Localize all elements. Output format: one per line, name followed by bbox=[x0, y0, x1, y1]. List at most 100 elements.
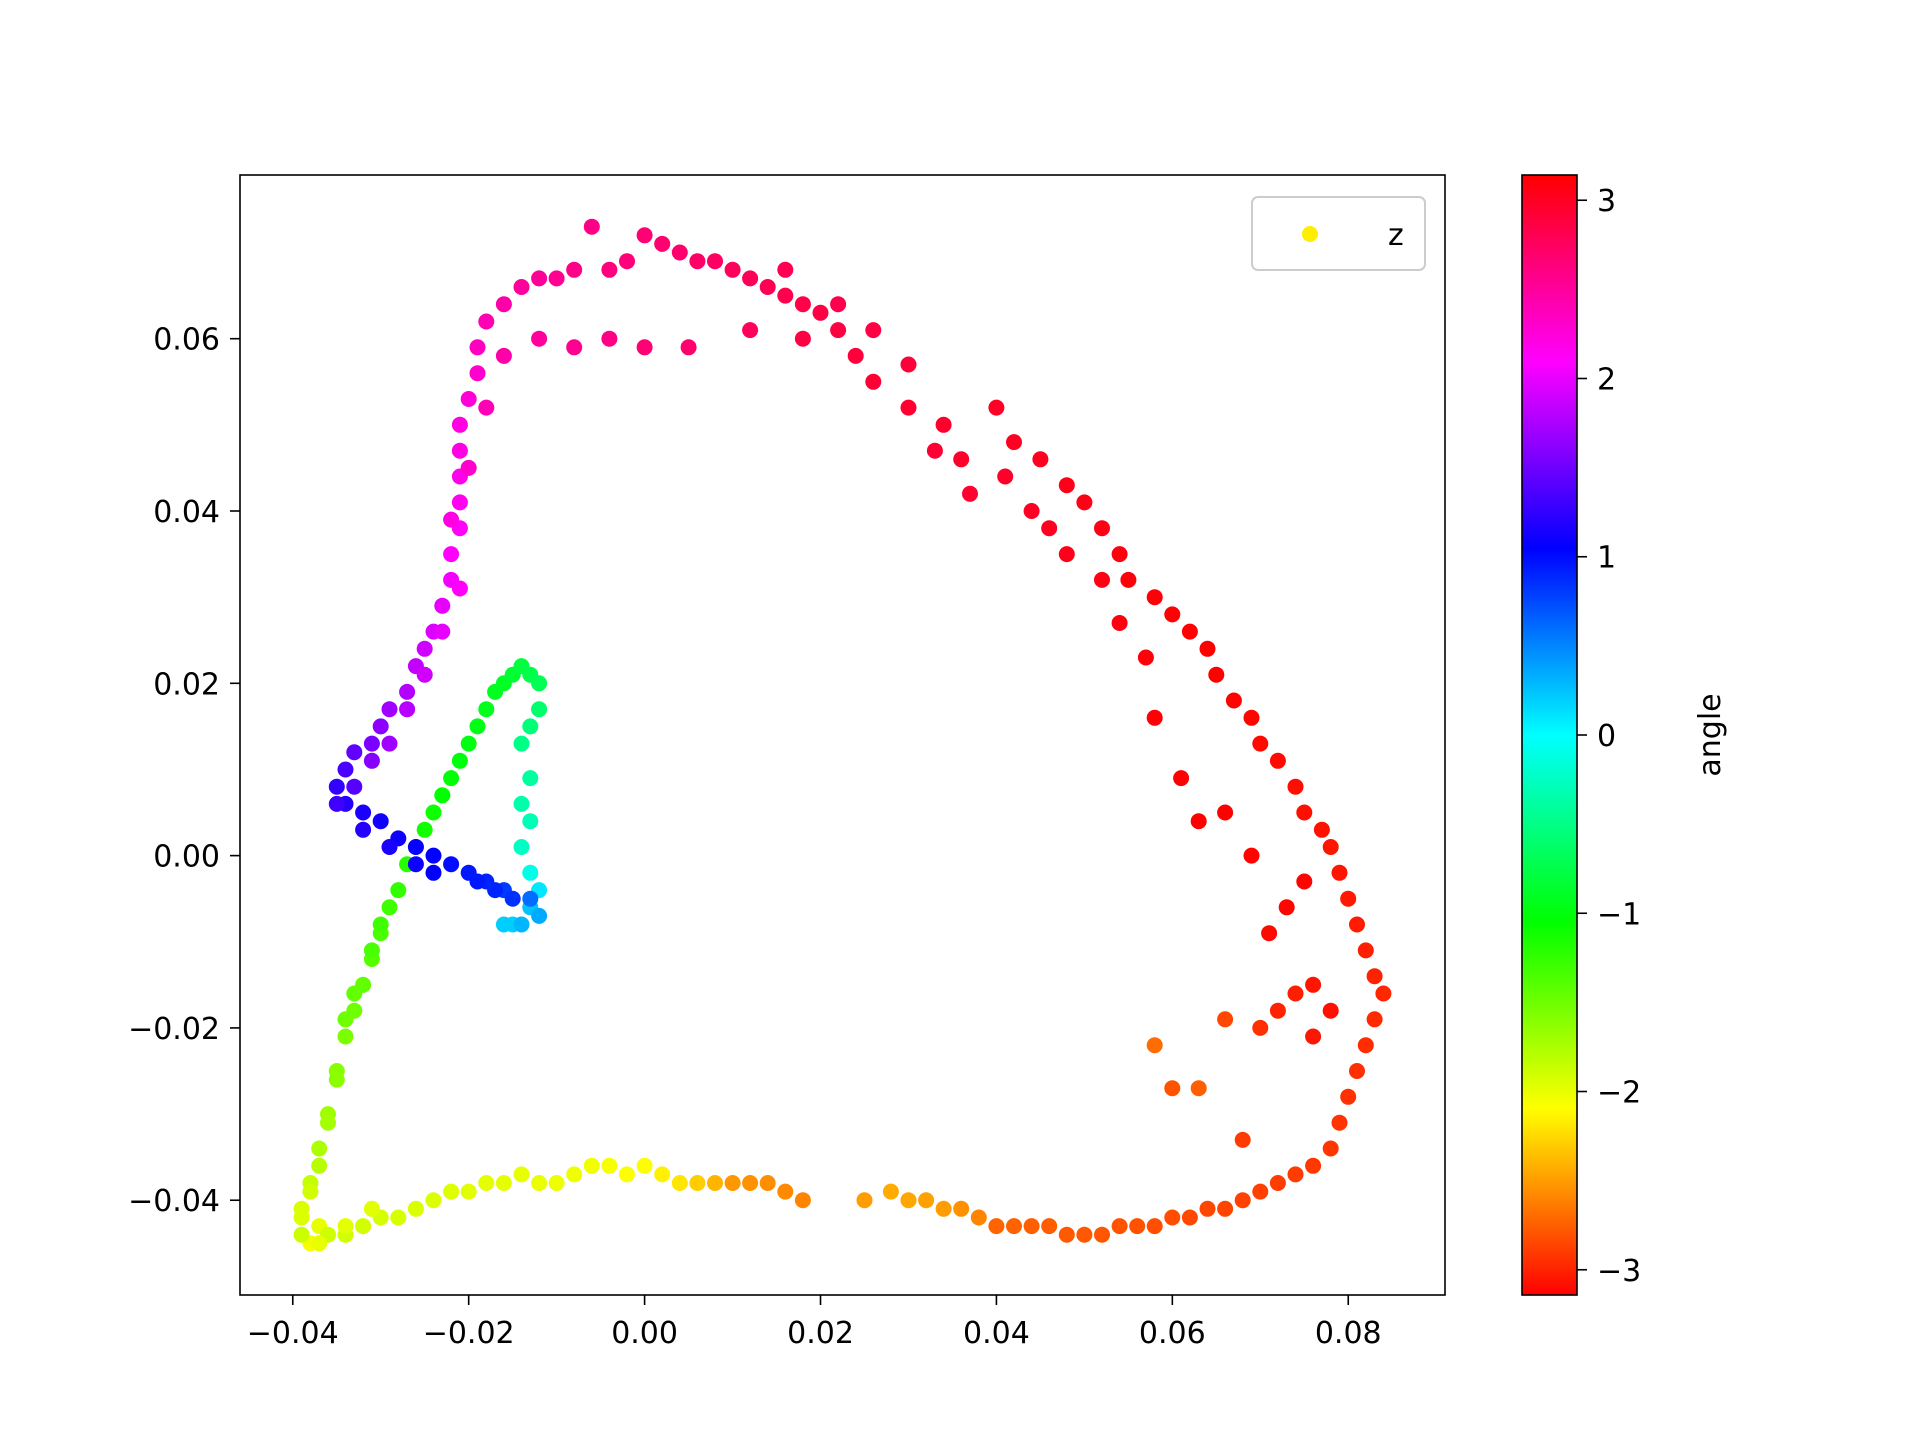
scatter-point bbox=[926, 442, 943, 459]
scatter-point bbox=[1199, 640, 1216, 657]
scatter-point bbox=[522, 718, 539, 735]
scatter-point bbox=[443, 770, 460, 787]
scatter-point bbox=[1278, 899, 1295, 916]
scatter-point bbox=[865, 322, 882, 339]
scatter-point bbox=[636, 339, 653, 356]
scatter-point bbox=[777, 1183, 794, 1200]
scatter-point bbox=[1331, 1114, 1348, 1131]
scatter-point bbox=[654, 235, 671, 252]
y-tick-label: 0.00 bbox=[153, 840, 220, 875]
scatter-point bbox=[1111, 546, 1128, 563]
scatter-point bbox=[1366, 968, 1383, 985]
scatter-point bbox=[328, 1071, 345, 1088]
scatter-point bbox=[794, 296, 811, 313]
scatter-point bbox=[531, 907, 548, 924]
colorbar-tick-label: −1 bbox=[1597, 897, 1641, 932]
scatter-point bbox=[1173, 770, 1190, 787]
scatter-point bbox=[1340, 890, 1357, 907]
scatter-point bbox=[1120, 571, 1137, 588]
legend: z bbox=[1251, 196, 1426, 271]
scatter-point bbox=[1234, 1192, 1251, 1209]
scatter-point bbox=[434, 597, 451, 614]
scatter-point bbox=[619, 1166, 635, 1183]
y-tick-label: 0.06 bbox=[153, 323, 220, 358]
scatter-point bbox=[636, 227, 653, 244]
scatter-point bbox=[548, 1175, 565, 1191]
scatter-point bbox=[671, 1175, 688, 1191]
y-tick-label: 0.02 bbox=[153, 667, 220, 702]
scatter-point bbox=[777, 261, 794, 278]
scatter-point bbox=[856, 1192, 873, 1209]
scatter-point bbox=[689, 253, 706, 270]
scatter-point bbox=[1322, 839, 1339, 855]
scatter-point bbox=[794, 1192, 811, 1209]
scatter-points bbox=[293, 218, 1392, 1252]
scatter-point bbox=[1208, 666, 1225, 683]
x-axis: −0.04 −0.02 0.00 0.02 0.04 0.06 0.08 bbox=[247, 1295, 1382, 1351]
scatter-point bbox=[1041, 1218, 1058, 1235]
scatter-point bbox=[1111, 1218, 1128, 1235]
scatter-point bbox=[416, 640, 433, 657]
scatter-point bbox=[724, 1175, 741, 1191]
scatter-point bbox=[1252, 1183, 1269, 1200]
scatter-point bbox=[671, 244, 688, 261]
y-tick-label: −0.04 bbox=[128, 1184, 220, 1219]
scatter-point bbox=[548, 270, 565, 287]
scatter-point bbox=[1164, 606, 1181, 623]
scatter-point bbox=[935, 416, 952, 433]
x-tick-label: −0.02 bbox=[423, 1316, 515, 1351]
scatter-point bbox=[689, 1175, 706, 1191]
scatter-point bbox=[390, 882, 407, 899]
colorbar-tick-label: −2 bbox=[1597, 1076, 1641, 1111]
scatter-point bbox=[742, 1175, 759, 1191]
scatter-point bbox=[759, 279, 776, 295]
scatter-point bbox=[900, 1192, 917, 1209]
scatter-point bbox=[636, 1157, 653, 1174]
scatter-point bbox=[812, 304, 829, 321]
scatter-point bbox=[935, 1200, 952, 1217]
scatter-point bbox=[381, 701, 398, 718]
scatter-point bbox=[1217, 804, 1234, 821]
scatter-point bbox=[416, 821, 433, 838]
scatter-point bbox=[970, 1209, 987, 1226]
scatter-point bbox=[451, 580, 468, 597]
scatter-point bbox=[1164, 1209, 1181, 1226]
scatter-point bbox=[1146, 1037, 1163, 1054]
legend-label-z: z bbox=[1388, 218, 1404, 253]
scatter-point bbox=[1375, 985, 1392, 1002]
scatter-point bbox=[707, 1175, 723, 1191]
scatter-point bbox=[513, 735, 530, 752]
scatter-point bbox=[1269, 752, 1286, 769]
scatter-point bbox=[1357, 1037, 1374, 1054]
colorbar-gradient bbox=[1521, 174, 1578, 1296]
scatter-point bbox=[1313, 821, 1330, 838]
scatter-point bbox=[1269, 1002, 1286, 1019]
scatter-point bbox=[1076, 494, 1093, 511]
scatter-point bbox=[742, 270, 759, 287]
scatter-point bbox=[337, 761, 354, 778]
x-tick-label: 0.06 bbox=[1139, 1316, 1206, 1351]
scatter-point bbox=[495, 347, 512, 364]
scatter-point bbox=[425, 1192, 442, 1209]
scatter-point bbox=[707, 253, 723, 270]
scatter-point bbox=[619, 253, 635, 270]
scatter-point bbox=[522, 864, 539, 881]
scatter-point bbox=[1243, 709, 1260, 726]
scatter-point bbox=[390, 1209, 407, 1226]
scatter-point bbox=[1058, 1226, 1075, 1243]
scatter-point bbox=[1111, 615, 1128, 631]
scatter-point bbox=[882, 1183, 899, 1200]
scatter-point bbox=[522, 813, 539, 830]
scatter-point bbox=[1217, 1200, 1234, 1217]
scatter-point bbox=[451, 442, 468, 459]
scatter-point bbox=[469, 718, 486, 735]
plot-area-frame bbox=[239, 174, 1446, 1296]
scatter-point bbox=[443, 1183, 460, 1200]
scatter-point bbox=[311, 1235, 328, 1252]
scatter-point bbox=[601, 261, 618, 278]
scatter-point bbox=[460, 735, 477, 752]
scatter-point bbox=[513, 916, 530, 933]
scatter-point bbox=[1305, 976, 1322, 993]
x-tick-label: 0.02 bbox=[787, 1316, 854, 1351]
scatter-point bbox=[1252, 735, 1269, 752]
